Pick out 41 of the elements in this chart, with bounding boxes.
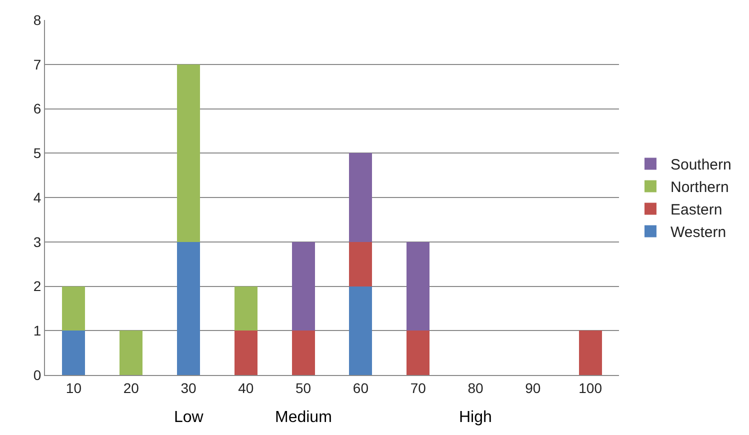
x-tick-label: 30 [180, 380, 196, 396]
y-tick-label: 7 [33, 56, 42, 72]
x-tick-label: 100 [578, 380, 602, 396]
bar [177, 64, 200, 242]
x-tick-label: 80 [468, 380, 484, 396]
y-tick-label: 0 [33, 366, 42, 383]
legend-label: Northern [670, 179, 729, 196]
bar [292, 242, 315, 331]
bar [578, 330, 602, 375]
bar [406, 330, 430, 375]
legend-label: Western [670, 224, 726, 242]
text: High [459, 409, 492, 426]
x-tick-label: 20 [123, 380, 140, 396]
x-tick-label: 70 [410, 380, 426, 396]
bar [62, 286, 86, 331]
bar [292, 330, 315, 375]
y-tick-label: 4 [33, 189, 42, 206]
legend-label: Eastern [670, 202, 722, 219]
bar [406, 242, 430, 331]
y-tick-label: 3 [33, 234, 42, 250]
bar [349, 286, 372, 375]
bar [234, 286, 258, 331]
text: Medium [275, 409, 332, 426]
x-tick-label: 90 [525, 380, 541, 396]
y-tick-label: 8 [33, 12, 42, 28]
legend-label: Southern [670, 156, 732, 174]
y-tick-label: 1 [33, 322, 42, 339]
y-tick-label: 5 [33, 145, 42, 162]
bar [62, 330, 86, 375]
bar [120, 330, 143, 375]
y-tick-label: 6 [33, 100, 42, 117]
x-tick-label: 60 [352, 380, 369, 396]
bar [234, 330, 258, 375]
bar [177, 242, 200, 375]
x-tick-label: 40 [238, 380, 254, 396]
bar [349, 242, 372, 286]
x-tick-label: 10 [66, 380, 82, 396]
y-tick-label: 2 [33, 278, 42, 294]
bar [349, 153, 372, 242]
text: Low [174, 409, 204, 426]
x-tick-label: 50 [296, 380, 312, 396]
